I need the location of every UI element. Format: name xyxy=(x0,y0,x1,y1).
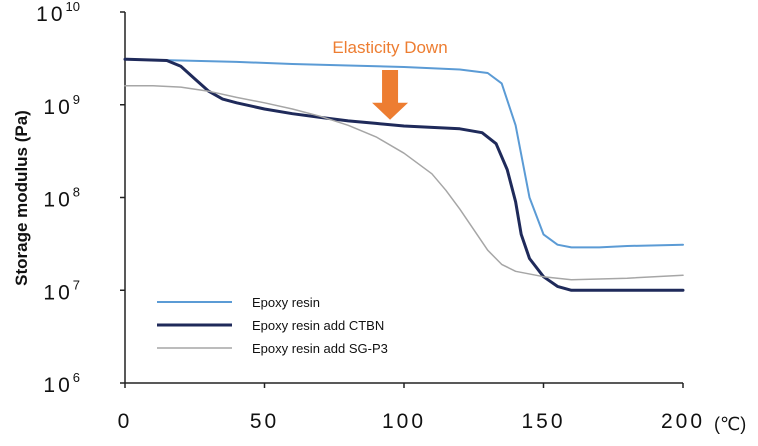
y-tick-base: 10 xyxy=(43,96,72,119)
y-tick-label: 1010 xyxy=(36,0,80,26)
down-arrow-icon xyxy=(372,70,409,120)
y-tick-exponent: 6 xyxy=(73,370,80,385)
y-tick-base: 10 xyxy=(43,189,72,212)
y-tick-label: 108 xyxy=(43,185,80,212)
plot-lines xyxy=(123,57,685,292)
x-axis-unit: (℃) xyxy=(714,414,746,434)
y-tick-label: 107 xyxy=(43,277,80,304)
y-tick-exponent: 7 xyxy=(73,277,80,292)
legend: Epoxy resin Epoxy resin add CTBN Epoxy res… xyxy=(157,295,388,356)
y-tick-exponent: 8 xyxy=(73,185,80,200)
series-line-3 xyxy=(124,85,684,281)
x-tick-label: 0 xyxy=(118,410,133,433)
y-tick-base: 10 xyxy=(43,281,72,304)
y-axis-title: Storage modulus (Pa) xyxy=(12,110,31,286)
series-line-1 xyxy=(124,58,684,249)
x-tick-label: 50 xyxy=(250,410,279,433)
x-tick-label: 100 xyxy=(382,410,426,433)
legend-entry-1: Epoxy resin xyxy=(252,295,320,310)
annotation-group: Elasticity Down xyxy=(332,38,448,120)
annotation-label: Elasticity Down xyxy=(332,38,447,57)
legend-entry-3: Epoxy resin add SG-P3 xyxy=(252,341,388,356)
y-tick-base: 10 xyxy=(43,374,72,397)
y-tick-label: 109 xyxy=(43,92,80,119)
y-tick-base: 10 xyxy=(36,3,65,26)
y-tick-exponent: 10 xyxy=(66,0,80,14)
x-tick-label: 150 xyxy=(521,410,565,433)
legend-entry-2: Epoxy resin add CTBN xyxy=(252,318,384,333)
series-line-2 xyxy=(123,57,685,292)
y-tick-label: 106 xyxy=(43,370,80,397)
x-tick-label: 200 xyxy=(661,410,705,433)
y-tick-exponent: 9 xyxy=(73,92,80,107)
